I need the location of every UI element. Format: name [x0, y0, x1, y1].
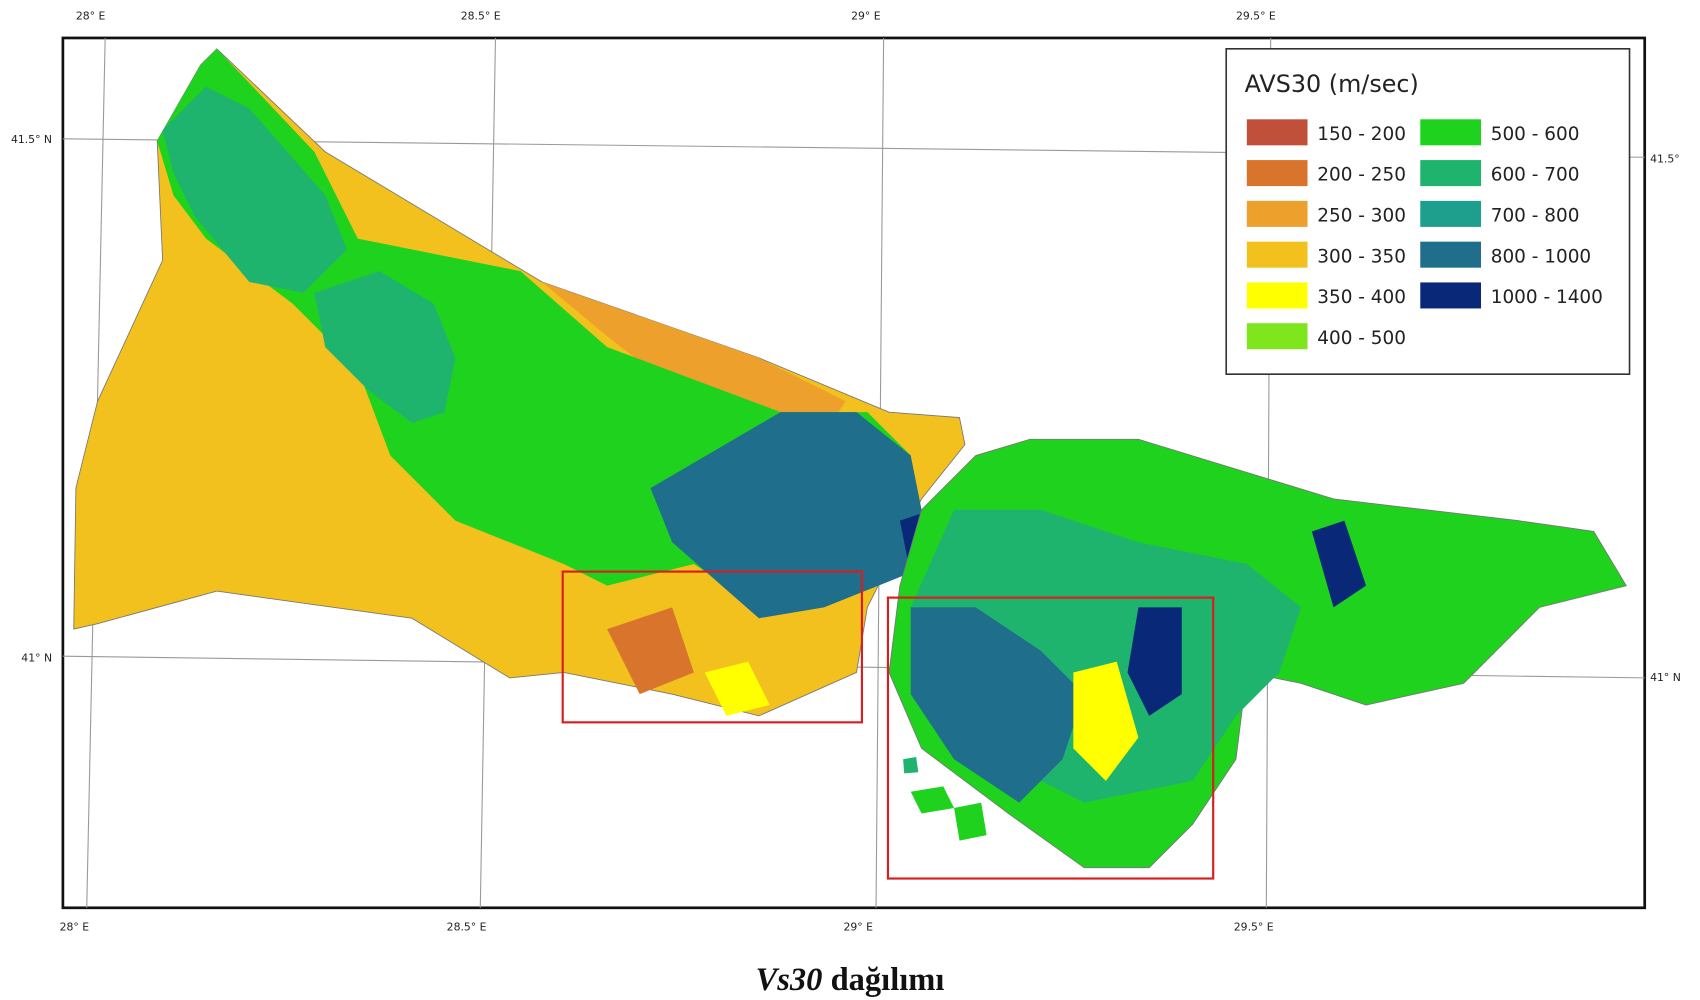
- legend-label: 700 - 800: [1491, 205, 1580, 226]
- legend-swatch: [1246, 282, 1308, 309]
- island: [910, 786, 955, 814]
- land-asia: [888, 438, 1627, 869]
- legend-label: 300 - 350: [1317, 246, 1406, 267]
- graticule-label: 28.5° E: [447, 921, 487, 934]
- graticule-label: 29.5° E: [1234, 921, 1274, 934]
- graticule-label: 41° N: [21, 652, 52, 665]
- legend-swatch: [1420, 200, 1481, 227]
- europe-teal: [162, 86, 347, 293]
- legend-swatch: [1420, 241, 1481, 268]
- legend-swatch: [1246, 160, 1308, 187]
- legend-swatch: [1246, 323, 1308, 350]
- legend-label: 200 - 250: [1317, 165, 1406, 186]
- asia-yellow: [1073, 661, 1139, 781]
- europe-rust: [607, 607, 694, 695]
- caption-italic: Vs30: [756, 962, 823, 998]
- graticule-label: 41.5° N: [11, 133, 52, 146]
- caption: Vs30 dağılımı: [756, 962, 945, 998]
- europe-yellow-south: [704, 661, 770, 716]
- legend-swatch: [1246, 241, 1308, 268]
- asia-darkblue-2: [1311, 520, 1367, 608]
- graticule-label: 28.5° E: [461, 10, 501, 23]
- graticule-label: 41° N: [1650, 671, 1681, 684]
- legend-label: 600 - 700: [1491, 165, 1580, 186]
- highlight-box: [561, 570, 864, 724]
- graticule-labels: 28° E 28.5° E 29° E 29.5° E 28° E 28.5° E 29° …: [11, 10, 1681, 934]
- legend-swatch: [1420, 119, 1481, 146]
- graticule-label: 28° E: [60, 921, 90, 934]
- europe-orange: [542, 281, 846, 434]
- caption-text: dağılımı: [831, 962, 945, 998]
- legend-label: 400 - 500: [1317, 328, 1406, 349]
- legend-swatch: [1246, 200, 1308, 227]
- legend-label: 350 - 400: [1317, 287, 1406, 308]
- legend-label: 500 - 600: [1491, 124, 1580, 145]
- europe-blue: [650, 412, 933, 619]
- legend-swatch: [1246, 119, 1308, 146]
- graticule-label: 29.5° E: [1236, 10, 1276, 23]
- legend-label: 150 - 200: [1317, 124, 1406, 145]
- legend-items: 150 - 200 200 - 250 250 - 300 300 - 350 350 …: [1246, 119, 1603, 350]
- legend-swatch: [1420, 282, 1481, 309]
- asia-darkblue: [1127, 607, 1182, 716]
- graticule-label: 28° E: [76, 10, 106, 23]
- graticule-label: 41.5°: [1650, 153, 1680, 166]
- island: [903, 757, 919, 774]
- legend-title: AVS30 (m/sec): [1245, 70, 1419, 98]
- asia-blue: [910, 607, 1085, 803]
- highlight-box: [886, 596, 1215, 880]
- legend-label: 250 - 300: [1317, 205, 1406, 226]
- legend-label: 800 - 1000: [1491, 246, 1591, 267]
- europe-teal-2: [314, 271, 456, 423]
- island: [954, 802, 987, 841]
- legend-label: 1000 - 1400: [1491, 287, 1603, 308]
- legend-swatch: [1420, 160, 1481, 187]
- graticule-label: 29° E: [851, 10, 881, 23]
- land-europe: [73, 48, 966, 717]
- graticule-label: 29° E: [843, 921, 873, 934]
